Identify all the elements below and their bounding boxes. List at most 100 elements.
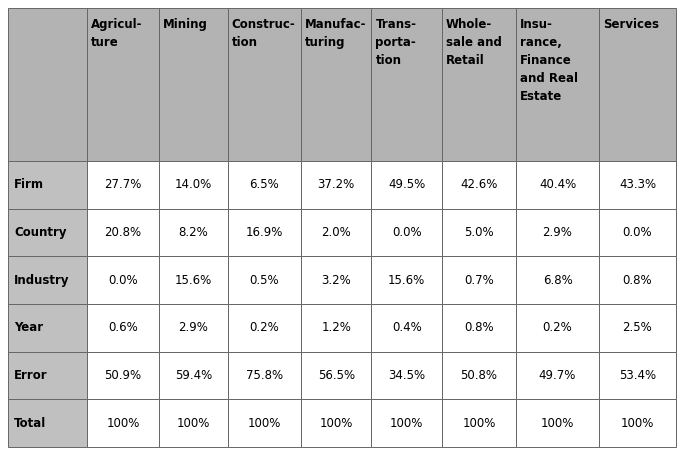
Text: 0.2%: 0.2% [542,321,573,334]
Bar [228,8,301,161]
Bar [516,352,599,399]
Text: Insu-
rance,
Finance
and Real
Estate: Insu- rance, Finance and Real Estate [520,18,578,103]
Text: 59.4%: 59.4% [175,369,212,382]
Bar [442,8,516,161]
Bar [87,161,159,209]
Text: 16.9%: 16.9% [246,226,283,239]
Text: 37.2%: 37.2% [317,178,355,192]
Bar [8,161,87,209]
Text: 5.0%: 5.0% [464,226,494,239]
Text: 3.2%: 3.2% [321,273,351,287]
Bar [442,209,516,256]
Text: 20.8%: 20.8% [105,226,142,239]
Text: Total: Total [14,417,47,430]
Bar [228,352,301,399]
Bar [301,304,371,352]
Bar [599,304,676,352]
Bar [159,304,228,352]
Bar [87,399,159,447]
Text: Country: Country [14,226,66,239]
Bar [228,256,301,304]
Text: 49.7%: 49.7% [539,369,576,382]
Bar [599,161,676,209]
Text: 50.8%: 50.8% [460,369,497,382]
Text: 34.5%: 34.5% [388,369,425,382]
Text: Construc-
tion: Construc- tion [232,18,295,49]
Text: Whole-
sale and
Retail: Whole- sale and Retail [446,18,502,67]
Bar [301,352,371,399]
Bar [516,8,599,161]
Bar [87,352,159,399]
Text: Industry: Industry [14,273,70,287]
Bar [228,209,301,256]
Bar [87,256,159,304]
Bar [442,352,516,399]
Bar [8,209,87,256]
Bar [8,304,87,352]
Text: 100%: 100% [319,417,353,430]
Text: 0.8%: 0.8% [464,321,494,334]
Text: Firm: Firm [14,178,44,192]
Bar [599,256,676,304]
Bar [371,352,442,399]
Bar [159,399,228,447]
Bar [599,209,676,256]
Bar [371,209,442,256]
Text: 0.4%: 0.4% [392,321,421,334]
Bar [87,304,159,352]
Text: 100%: 100% [541,417,574,430]
Text: Mining: Mining [163,18,208,31]
Bar [8,352,87,399]
Text: 0.7%: 0.7% [464,273,494,287]
Text: 2.9%: 2.9% [179,321,209,334]
Text: 100%: 100% [462,417,496,430]
Text: 14.0%: 14.0% [175,178,212,192]
Text: 53.4%: 53.4% [619,369,656,382]
Bar [516,209,599,256]
Bar [516,161,599,209]
Text: 1.2%: 1.2% [321,321,351,334]
Bar [442,161,516,209]
Text: 8.2%: 8.2% [179,226,209,239]
Text: 27.7%: 27.7% [105,178,142,192]
Text: 49.5%: 49.5% [388,178,425,192]
Text: 75.8%: 75.8% [246,369,283,382]
Text: 0.0%: 0.0% [622,226,653,239]
Text: 100%: 100% [107,417,140,430]
Bar [8,8,87,161]
Bar [599,399,676,447]
Text: 15.6%: 15.6% [388,273,425,287]
Text: 6.5%: 6.5% [250,178,279,192]
Text: 15.6%: 15.6% [175,273,212,287]
Bar [228,161,301,209]
Bar [301,256,371,304]
Text: Trans-
porta-
tion: Trans- porta- tion [376,18,417,67]
Bar [516,399,599,447]
Bar [228,399,301,447]
Text: 0.8%: 0.8% [622,273,653,287]
Bar [371,8,442,161]
Bar [8,399,87,447]
Bar [371,399,442,447]
Bar [599,352,676,399]
Text: 0.0%: 0.0% [108,273,138,287]
Bar [516,256,599,304]
Bar [301,399,371,447]
Text: 0.6%: 0.6% [108,321,138,334]
Text: 0.2%: 0.2% [250,321,279,334]
Bar [442,399,516,447]
Bar [8,256,87,304]
Bar [442,256,516,304]
Bar [159,161,228,209]
Text: Year: Year [14,321,43,334]
Text: 6.8%: 6.8% [542,273,573,287]
Text: Services: Services [603,18,659,31]
Bar [159,209,228,256]
Text: 100%: 100% [248,417,281,430]
Bar [301,161,371,209]
Text: 0.5%: 0.5% [250,273,279,287]
Text: 2.0%: 2.0% [321,226,351,239]
Text: 2.9%: 2.9% [542,226,573,239]
Bar [301,209,371,256]
Text: Agricul-
ture: Agricul- ture [91,18,142,49]
